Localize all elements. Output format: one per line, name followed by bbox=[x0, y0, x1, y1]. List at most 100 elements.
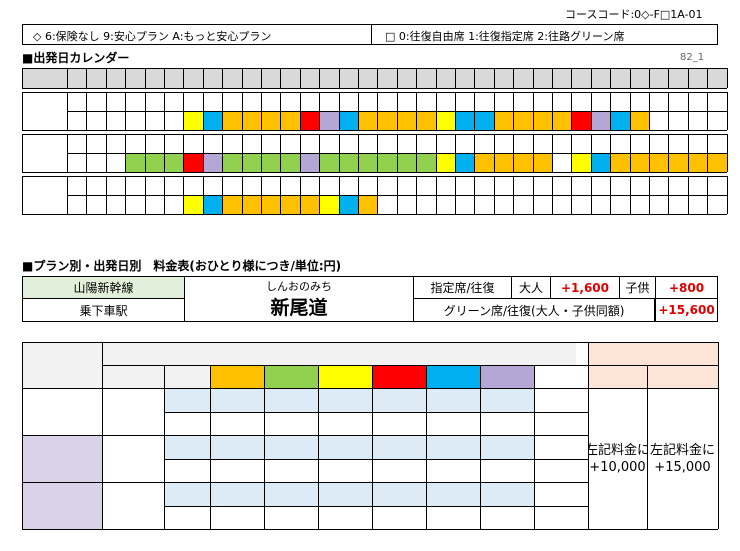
calendar-code bbox=[299, 153, 320, 172]
station-name: 新尾道 bbox=[270, 296, 328, 319]
calendar-day bbox=[668, 176, 687, 195]
calendar-code bbox=[571, 153, 591, 172]
calendar-day bbox=[164, 134, 183, 153]
price-child bbox=[426, 506, 480, 530]
calendar-day bbox=[203, 92, 222, 111]
calendar-code bbox=[396, 153, 417, 172]
weekday-label bbox=[455, 68, 474, 88]
weekday-label bbox=[474, 68, 493, 88]
plan-col-header bbox=[318, 365, 372, 388]
weekday-label bbox=[222, 68, 241, 88]
calendar-code bbox=[630, 195, 649, 214]
price-child bbox=[426, 459, 480, 483]
calendar-code bbox=[222, 111, 242, 130]
calendar-code bbox=[145, 195, 164, 214]
calendar-day bbox=[145, 134, 164, 153]
price-adult bbox=[372, 388, 426, 412]
weekday-label bbox=[668, 68, 687, 88]
calendar-code bbox=[241, 111, 261, 130]
weekday-label bbox=[164, 68, 183, 88]
calendar-code bbox=[280, 111, 300, 130]
calendar-code bbox=[455, 195, 474, 214]
legend-insurance: ◇ 6:保険なし 9:安心プラン A:もっと安心プラン bbox=[33, 30, 272, 43]
fare-title: ■プラン別・出発日別 料金表(おひとり様につき/単位:円) bbox=[22, 259, 342, 273]
calendar-day bbox=[707, 176, 726, 195]
calendar-day bbox=[86, 92, 105, 111]
row-adult-label bbox=[164, 435, 210, 459]
weekday-label bbox=[319, 68, 338, 88]
calendar-day bbox=[86, 176, 105, 195]
calendar-code bbox=[241, 195, 261, 214]
row-kubun bbox=[22, 482, 102, 529]
rental-note: 左記料金に bbox=[588, 442, 647, 458]
reserved-label: 指定席/往復 bbox=[413, 276, 512, 299]
calendar-code bbox=[358, 111, 378, 130]
rental-price: +15,000 bbox=[654, 459, 711, 475]
calendar-day bbox=[416, 134, 435, 153]
calendar-day bbox=[571, 134, 590, 153]
calendar-code bbox=[86, 153, 105, 172]
calendar-day bbox=[649, 92, 668, 111]
calendar-code bbox=[261, 153, 281, 172]
weekday-label bbox=[533, 68, 552, 88]
calendar-code bbox=[494, 195, 513, 214]
calendar-day bbox=[261, 176, 280, 195]
green-price: +15,600 bbox=[655, 298, 718, 322]
basic-plan-header bbox=[102, 342, 576, 365]
reserved-child-label: 子供 bbox=[619, 276, 656, 299]
price-child bbox=[264, 459, 318, 483]
price-child bbox=[210, 459, 264, 483]
calendar-day bbox=[67, 176, 86, 195]
calendar-day bbox=[591, 176, 610, 195]
calendar-weekday-header bbox=[22, 68, 727, 88]
calendar-code bbox=[591, 195, 610, 214]
reserved-adult-label: 大人 bbox=[511, 276, 551, 299]
price-child bbox=[480, 412, 534, 436]
calendar-day bbox=[610, 176, 629, 195]
calendar-code bbox=[319, 153, 339, 172]
calendar-code bbox=[358, 195, 378, 214]
calendar-code bbox=[513, 153, 533, 172]
price-child bbox=[318, 412, 372, 436]
price-child bbox=[480, 506, 534, 530]
row-child-label bbox=[164, 506, 210, 530]
calendar-code bbox=[358, 153, 378, 172]
calendar-day bbox=[300, 134, 319, 153]
calendar-day bbox=[280, 176, 299, 195]
calendar-code bbox=[86, 195, 105, 214]
calendar-day bbox=[280, 134, 299, 153]
month-label bbox=[22, 92, 67, 130]
calendar-code bbox=[67, 153, 86, 172]
calendar-code bbox=[164, 153, 184, 172]
calendar-code bbox=[106, 153, 125, 172]
price-child bbox=[318, 506, 372, 530]
calendar-day bbox=[533, 134, 552, 153]
price-adult bbox=[264, 482, 318, 506]
plan-col-header bbox=[264, 365, 318, 388]
departure-calendar bbox=[22, 68, 728, 231]
weekday-label bbox=[339, 68, 358, 88]
calendar-code bbox=[532, 153, 552, 172]
calendar-day bbox=[377, 134, 396, 153]
calendar-code bbox=[183, 195, 203, 214]
calendar-code bbox=[532, 111, 552, 130]
calendar-day bbox=[668, 134, 687, 153]
calendar-day bbox=[571, 92, 590, 111]
calendar-code bbox=[377, 195, 396, 214]
month-label bbox=[22, 176, 67, 214]
calendar-code bbox=[299, 195, 320, 214]
legend-bar: ◇ 6:保険なし 9:安心プラン A:もっと安心プラン □ 0:往復自由席 1:… bbox=[22, 24, 718, 45]
calendar-day bbox=[242, 134, 261, 153]
calendar-code bbox=[202, 195, 223, 214]
calendar-code bbox=[474, 153, 494, 172]
calendar-code bbox=[610, 153, 630, 172]
calendar-day bbox=[474, 92, 493, 111]
weekday-label bbox=[630, 68, 649, 88]
station-reading: しんおのみち bbox=[266, 280, 332, 293]
calendar-day bbox=[67, 134, 86, 153]
calendar-code bbox=[338, 195, 358, 214]
row-heya bbox=[102, 435, 164, 482]
month-label bbox=[22, 134, 67, 172]
weekday-label bbox=[358, 68, 377, 88]
price-adult bbox=[318, 482, 372, 506]
